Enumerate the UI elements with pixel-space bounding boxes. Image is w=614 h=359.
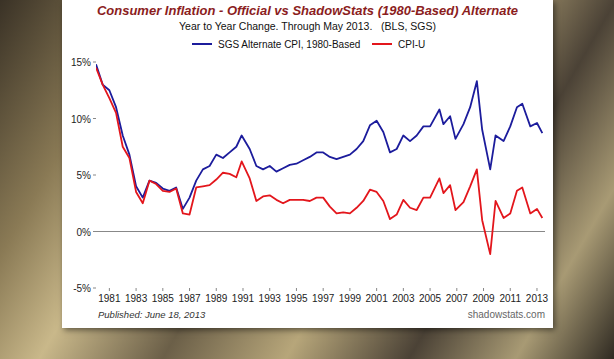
x-tick-label: 1991 (232, 293, 255, 304)
x-tick (216, 288, 217, 291)
y-tick-label: 0% (77, 227, 92, 238)
x-tick (242, 288, 243, 291)
x-tick (510, 288, 511, 291)
legend-swatch (372, 43, 392, 45)
legend-swatch (192, 43, 212, 45)
plot-area (96, 64, 542, 254)
x-tick-label: 2013 (526, 293, 549, 304)
x-tick (109, 288, 110, 291)
subtitle: Year to Year Change. Through May 2013. (… (179, 20, 436, 32)
x-tick (403, 288, 404, 291)
x-tick-label: 1983 (125, 293, 148, 304)
x-tick-label: 1993 (259, 293, 282, 304)
chart-card: Consumer Inflation - Official vs ShadowS… (62, 0, 553, 328)
y-tick-label: 5% (77, 170, 92, 181)
x-tick (456, 288, 457, 291)
y-tick (93, 62, 96, 63)
x-tick (136, 288, 137, 291)
y-tick (93, 231, 96, 232)
x-tick-label: 1995 (285, 293, 308, 304)
x-tick (189, 288, 190, 291)
legend-label: SGS Alternate CPI, 1980-Based (218, 39, 360, 50)
x-tick (296, 288, 297, 291)
series-line (96, 64, 542, 209)
x-tick-label: 1981 (98, 293, 121, 304)
x-tick-label: 2005 (419, 293, 442, 304)
y-tick (93, 118, 96, 119)
x-tick-label: 1997 (312, 293, 335, 304)
x-tick-label: 1999 (339, 293, 362, 304)
y-tick-label: 10% (71, 114, 91, 125)
x-tick-label: 2011 (499, 293, 521, 304)
x-tick-label: 1985 (152, 293, 175, 304)
x-tick (269, 288, 270, 291)
y-tick (93, 288, 96, 289)
x-tick (376, 288, 377, 291)
x-tick (430, 288, 431, 291)
x-tick (323, 288, 324, 291)
x-tick (483, 288, 484, 291)
y-tick (93, 175, 96, 176)
x-tick-label: 1987 (178, 293, 201, 304)
title: Consumer Inflation - Official vs ShadowS… (97, 3, 518, 18)
x-axis-line (96, 231, 545, 232)
published-note: Published: June 18, 2013 (98, 309, 206, 320)
x-tick-label: 2009 (472, 293, 495, 304)
chart-svg: Consumer Inflation - Official vs ShadowS… (62, 0, 553, 328)
legend-label: CPI-U (398, 39, 425, 50)
x-tick (162, 288, 163, 291)
x-tick-label: 2001 (366, 293, 389, 304)
y-tick-label: -5% (73, 283, 91, 294)
series-line (96, 68, 542, 254)
source-note: shadowstats.com (468, 309, 545, 320)
x-tick-label: 2003 (392, 293, 415, 304)
y-tick-label: 15% (71, 57, 91, 68)
x-tick (349, 288, 350, 291)
x-tick (536, 288, 537, 291)
x-tick-label: 1989 (205, 293, 228, 304)
x-tick-label: 2007 (446, 293, 469, 304)
